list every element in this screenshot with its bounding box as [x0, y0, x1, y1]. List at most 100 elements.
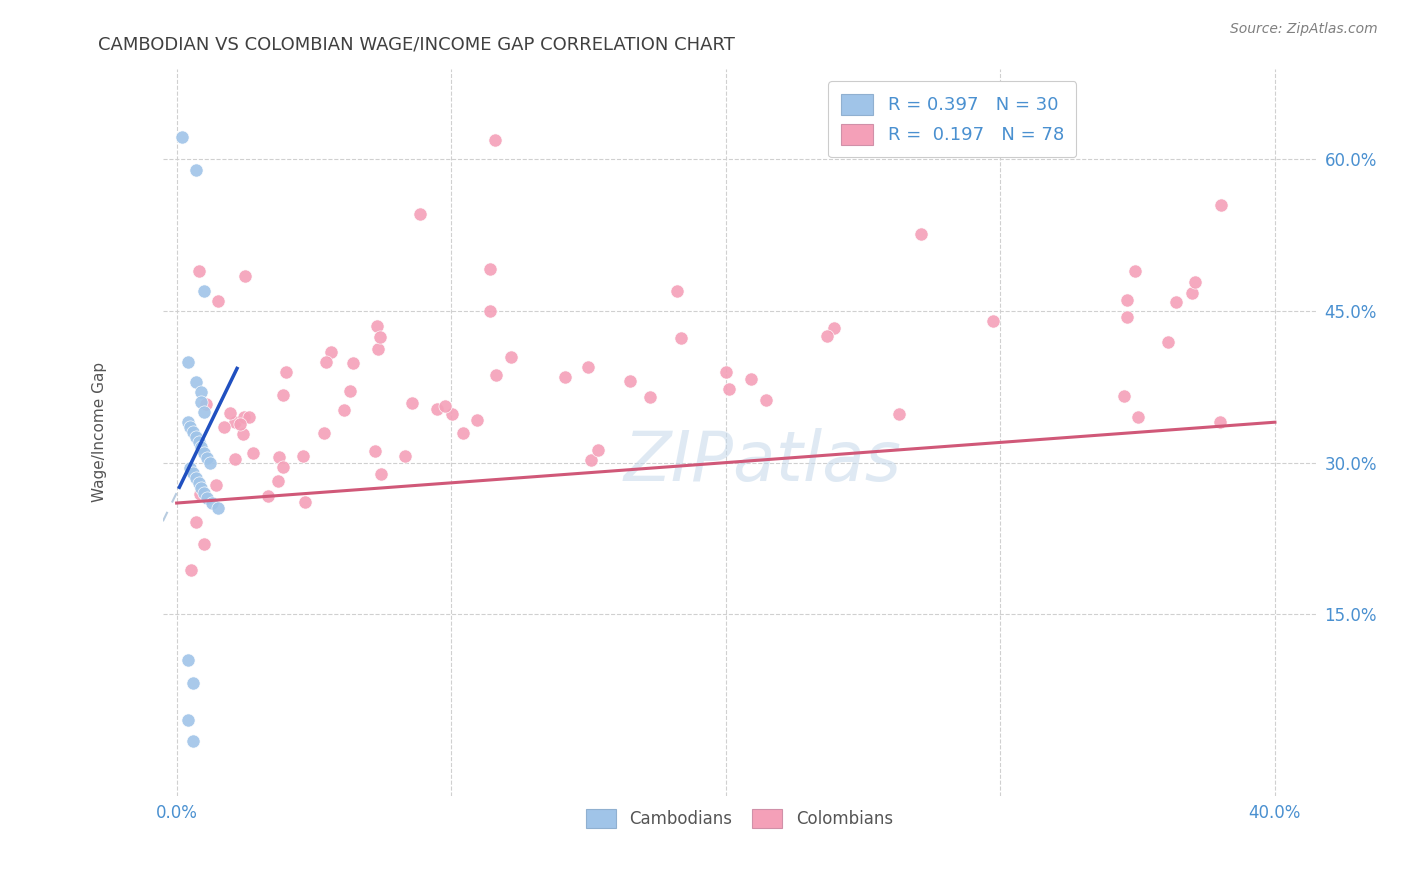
Point: [271, 388, 294, 402]
Point: [364, 444, 387, 458]
Point: [176, 415, 198, 429]
Point: [184, 430, 207, 444]
Point: [1209, 415, 1232, 429]
Point: [409, 207, 432, 221]
Point: [815, 329, 838, 343]
Point: [366, 318, 388, 333]
Point: [242, 446, 264, 460]
Point: [184, 471, 207, 485]
Point: [315, 355, 337, 369]
Point: [1112, 389, 1135, 403]
Y-axis label: Wage/Income Gap: Wage/Income Gap: [93, 362, 107, 502]
Point: [665, 284, 688, 298]
Point: [207, 501, 229, 516]
Point: [190, 481, 212, 495]
Point: [339, 384, 361, 398]
Point: [267, 450, 290, 464]
Point: [194, 397, 217, 411]
Point: [172, 130, 194, 145]
Point: [181, 733, 204, 747]
Text: ZIPatlas: ZIPatlas: [623, 428, 901, 495]
Point: [181, 466, 204, 480]
Point: [294, 495, 316, 509]
Point: [184, 375, 207, 389]
Point: [184, 515, 207, 529]
Point: [181, 676, 204, 690]
Point: [218, 406, 240, 420]
Point: [501, 351, 523, 365]
Point: [198, 456, 221, 470]
Point: [212, 419, 235, 434]
Point: [176, 354, 198, 368]
Text: CAMBODIAN VS COLOMBIAN WAGE/INCOME GAP CORRELATION CHART: CAMBODIAN VS COLOMBIAN WAGE/INCOME GAP C…: [98, 36, 735, 54]
Point: [232, 426, 254, 441]
Point: [232, 409, 254, 424]
Point: [1157, 334, 1180, 349]
Point: [271, 459, 294, 474]
Point: [368, 329, 391, 343]
Point: [367, 342, 389, 356]
Point: [190, 441, 212, 455]
Point: [187, 475, 209, 490]
Point: [401, 396, 423, 410]
Point: [1116, 293, 1139, 307]
Point: [190, 384, 212, 399]
Point: [238, 409, 260, 424]
Point: [276, 365, 298, 379]
Point: [224, 451, 246, 466]
Point: [179, 420, 201, 434]
Point: [485, 368, 508, 383]
Point: [465, 413, 488, 427]
Point: [181, 425, 204, 440]
Point: [193, 486, 215, 500]
Point: [195, 491, 218, 505]
Point: [717, 382, 740, 396]
Legend: Cambodians, Colombians: Cambodians, Colombians: [579, 803, 900, 835]
Text: Source: ZipAtlas.com: Source: ZipAtlas.com: [1230, 22, 1378, 37]
Point: [910, 227, 932, 241]
Point: [1123, 263, 1146, 277]
Point: [370, 467, 392, 481]
Point: [312, 426, 335, 441]
Point: [176, 653, 198, 667]
Point: [588, 443, 610, 458]
Point: [1115, 310, 1137, 324]
Point: [190, 395, 212, 409]
Point: [176, 714, 198, 728]
Point: [193, 405, 215, 419]
Point: [1184, 275, 1206, 289]
Point: [193, 537, 215, 551]
Point: [619, 374, 641, 388]
Point: [228, 417, 250, 431]
Point: [201, 496, 224, 510]
Point: [714, 365, 737, 379]
Point: [478, 304, 501, 318]
Point: [394, 449, 416, 463]
Point: [451, 425, 474, 440]
Point: [333, 402, 356, 417]
Point: [291, 450, 314, 464]
Point: [179, 460, 201, 475]
Point: [441, 407, 464, 421]
Point: [755, 393, 778, 408]
Point: [321, 345, 343, 359]
Point: [981, 314, 1004, 328]
Point: [671, 331, 693, 345]
Point: [1126, 410, 1149, 425]
Point: [257, 490, 280, 504]
Point: [233, 268, 256, 283]
Point: [188, 487, 211, 501]
Point: [579, 452, 602, 467]
Point: [426, 402, 449, 417]
Point: [187, 435, 209, 450]
Point: [824, 320, 846, 334]
Point: [1209, 198, 1232, 212]
Point: [193, 284, 215, 298]
Point: [1181, 286, 1204, 301]
Point: [638, 390, 661, 404]
Point: [740, 372, 762, 386]
Point: [484, 133, 506, 147]
Point: [887, 407, 910, 421]
Point: [578, 359, 600, 374]
Point: [180, 563, 202, 577]
